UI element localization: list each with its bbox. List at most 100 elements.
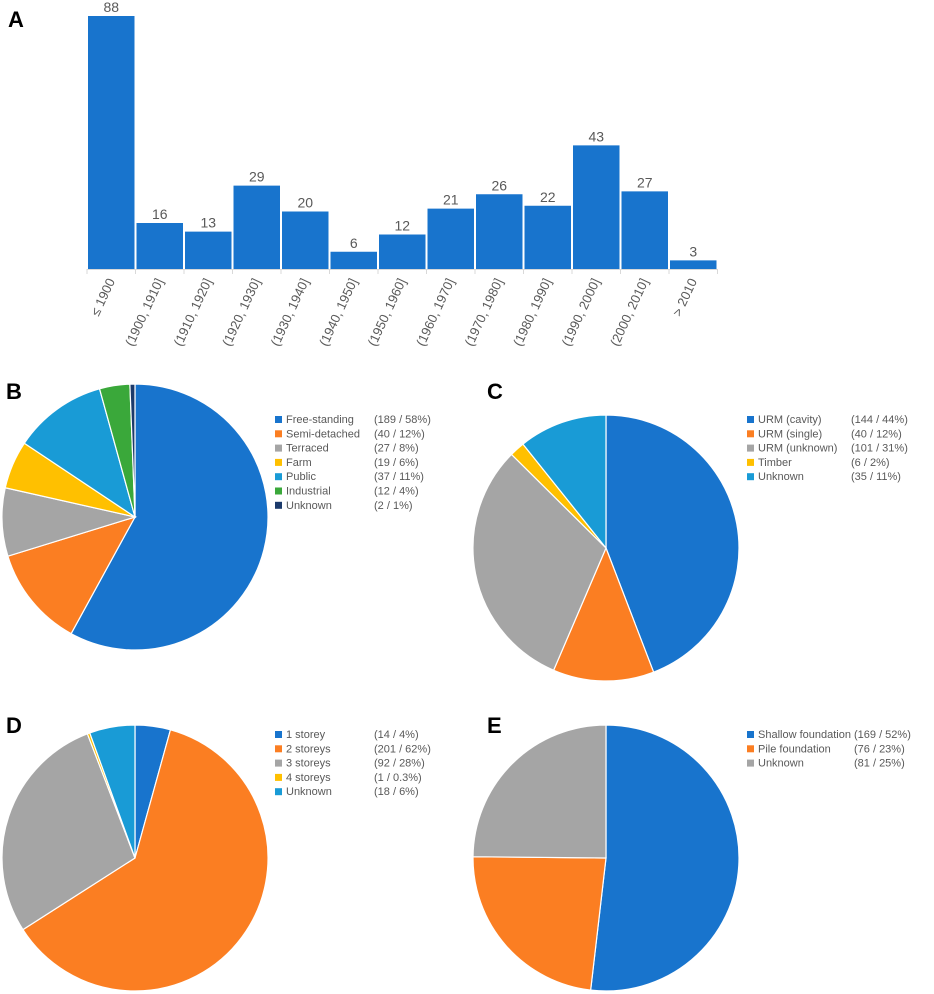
x-tick-label: (1960, 1970] <box>413 276 457 349</box>
bar-value-label: 43 <box>588 128 604 144</box>
bar <box>379 234 426 269</box>
x-tick-label: (1940, 1950] <box>316 276 360 349</box>
legend-swatch <box>275 444 282 452</box>
legend-swatch <box>747 745 754 753</box>
pie-slice <box>472 856 607 991</box>
pie-slice <box>7 515 137 635</box>
legend-value: (14 / 4%) <box>374 729 419 741</box>
legend-label: Unknown <box>758 758 804 770</box>
pie-slice <box>129 383 136 518</box>
legend-swatch <box>275 773 282 781</box>
legend-value: (189 / 58%) <box>374 414 431 426</box>
pie-chart-foundation: Shallow foundation (169 / 52%) Pile founda… <box>472 724 911 992</box>
legend-value: (76 / 23%) <box>854 743 905 755</box>
legend-value: (144 / 44%) <box>851 414 908 426</box>
bar <box>621 191 668 269</box>
legend-value: (35 / 11%) <box>851 471 901 483</box>
bar <box>185 231 232 269</box>
x-tick-label: (1950, 1960] <box>365 276 409 349</box>
bar-value-label: 13 <box>200 215 216 231</box>
pie-slice <box>89 724 136 859</box>
legend-value: (19 / 6%) <box>374 457 419 469</box>
legend-swatch <box>747 458 754 466</box>
pie-slice <box>23 388 137 519</box>
legend-label: Unknown <box>286 786 332 798</box>
legend-swatch <box>275 745 282 753</box>
x-tick-label: (1970, 1980] <box>462 276 506 349</box>
x-tick-label: ≤ 1900 <box>88 276 118 318</box>
bar <box>330 251 377 269</box>
legend-value: (169 / 52%) <box>854 729 911 741</box>
pie-slice <box>22 729 269 992</box>
x-tick-label: (1990, 2000] <box>559 276 603 349</box>
bar <box>88 16 135 269</box>
pie-chart-storeys: 1 storey (14 / 4%) 2 storeys (201 / 62%) 3 s… <box>1 724 431 992</box>
legend-swatch <box>747 731 754 738</box>
legend-swatch <box>275 473 282 481</box>
legend-value: (6 / 2%) <box>851 457 890 469</box>
legend-value: (27 / 8%) <box>374 443 419 455</box>
legend-swatch <box>747 473 754 481</box>
legend-label: Farm <box>286 457 312 469</box>
legend-swatch <box>275 501 282 509</box>
panel-letter-d: D <box>6 713 22 738</box>
pie-slice <box>552 546 655 682</box>
legend-label: 1 storey <box>286 729 326 741</box>
legend-swatch <box>275 416 282 423</box>
panel-letter-e: E <box>487 713 502 738</box>
bar-value-label: 3 <box>689 243 697 259</box>
legend-label: Shallow foundation <box>758 729 851 741</box>
legend-label: Unknown <box>758 471 804 483</box>
legend-label: 2 storeys <box>286 743 331 755</box>
pie-slice <box>1 733 136 931</box>
pie-slice <box>70 383 269 651</box>
x-tick-label: (1930, 1940] <box>268 276 312 349</box>
legend-label: URM (cavity) <box>758 414 822 426</box>
pie-chart-wall-type: URM (cavity) (144 / 44%) URM (single) (40 /… <box>472 414 908 682</box>
x-tick-label: (1900, 1910] <box>122 276 166 349</box>
bar <box>476 194 523 269</box>
x-tick-label: (1980, 1990] <box>510 276 554 349</box>
bar-value-label: 29 <box>249 169 265 185</box>
legend-label: Industrial <box>286 486 331 498</box>
bar-value-label: 88 <box>103 0 119 15</box>
x-tick-label: (1920, 1930] <box>219 276 263 349</box>
legend-swatch <box>275 759 282 767</box>
legend-value: (12 / 4%) <box>374 486 419 498</box>
legend-swatch <box>275 731 282 738</box>
panel-letter-c: C <box>487 379 503 404</box>
legend-label: 3 storeys <box>286 758 331 770</box>
legend-swatch <box>275 430 282 438</box>
legend-label: Timber <box>758 457 792 469</box>
bar <box>573 145 620 269</box>
legend-swatch <box>275 458 282 466</box>
legend-label: Free-standing <box>286 414 354 426</box>
bar-value-label: 6 <box>350 235 358 251</box>
x-tick-label: (1910, 1920] <box>171 276 215 349</box>
bar <box>427 208 474 269</box>
panel-letter-b: B <box>6 379 22 404</box>
bar <box>136 223 183 269</box>
legend-value: (40 / 12%) <box>851 428 902 440</box>
bar <box>233 185 280 269</box>
legend-swatch <box>747 430 754 438</box>
legend-label: Semi-detached <box>286 428 360 440</box>
bar-value-label: 12 <box>394 218 410 234</box>
pie-slice <box>605 414 740 673</box>
x-tick-label: > 2010 <box>669 276 700 319</box>
legend-label: Unknown <box>286 500 332 512</box>
legend-swatch <box>275 487 282 495</box>
legend-swatch <box>747 759 754 767</box>
legend-swatch <box>747 444 754 452</box>
pie-slice <box>472 724 607 859</box>
bar-value-label: 21 <box>443 192 459 208</box>
bar-chart-age: 88 ≤ 1900 16 (1900, 1910] 13 (1910, 1920] 29 (1… <box>86 0 718 349</box>
legend-value: (92 / 28%) <box>374 758 425 770</box>
legend-value: (2 / 1%) <box>374 500 413 512</box>
legend-label: Pile foundation <box>758 743 831 755</box>
legend-value: (81 / 25%) <box>854 758 905 770</box>
pie-slice <box>589 724 740 992</box>
bar-value-label: 22 <box>540 189 556 205</box>
x-tick-label: (2000, 2010] <box>607 276 651 349</box>
